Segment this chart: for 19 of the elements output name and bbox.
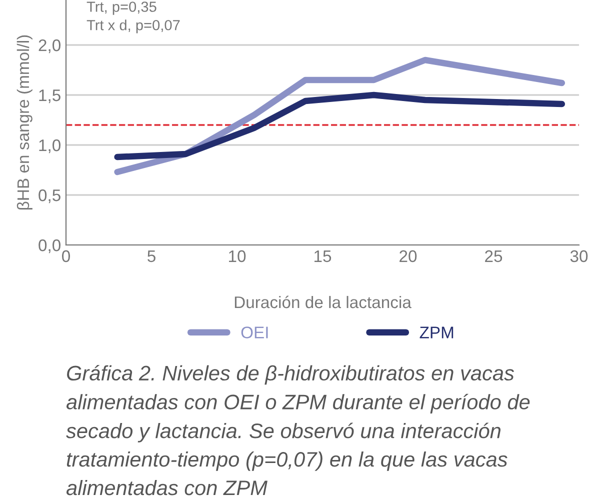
text: Gráfica 2. Niveles de β-hidroxibutiratos en vacas alimentadas con OEI o ZPM durante el período de secado y lactancia. Se observó una interacción tratamiento-tiempo (p=0,07) en la que las vacas alimentadas con ZPM — [66, 365, 530, 496]
annotation: Trt, p=0,35 — [86, 2, 156, 15]
x-tick-label: 15 — [314, 250, 332, 262]
y-tick-label: 2,0 — [38, 39, 60, 54]
y-tick-label: 0,5 — [38, 189, 60, 204]
annotation: Trt x d, p=0,07 — [86, 20, 180, 34]
x-tick-label: 30 — [570, 250, 588, 262]
x-tick-label: 5 — [148, 250, 156, 262]
x-axis-title: Duración de la lactancia — [234, 296, 412, 308]
y-tick-label: 1,5 — [39, 90, 60, 104]
y-tick-label: 0,0 — [38, 239, 60, 254]
y-axis-title: βHB en sangre (mmol/l) — [16, 35, 32, 210]
x-tick-label: 25 — [485, 250, 502, 262]
x-tick-label: 0 — [62, 250, 70, 262]
legend-label: ZPM — [420, 326, 454, 338]
legend-label: OEI — [241, 326, 268, 338]
x-tick-label: 10 — [229, 250, 246, 262]
x-tick-label: 20 — [400, 250, 417, 262]
y-tick-label: 1,0 — [39, 139, 60, 154]
